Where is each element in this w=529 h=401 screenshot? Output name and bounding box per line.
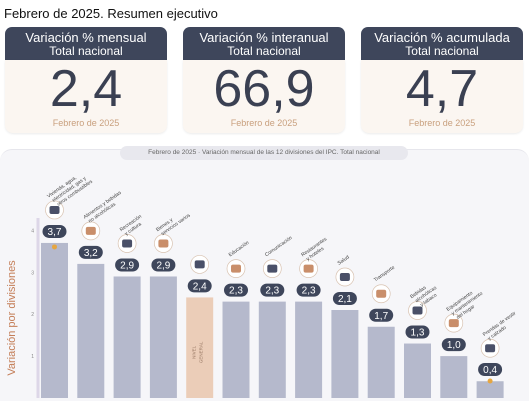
icon-glyph [158, 239, 169, 248]
bar [331, 310, 359, 398]
kpi-value: 4,7 [405, 60, 479, 118]
icon-glyph [194, 260, 205, 269]
bar [222, 301, 250, 398]
kpi-subtitle: Total nacional [227, 44, 301, 58]
bar [367, 326, 395, 398]
kpi-card-yearly: Variación % interanual Total nacional 66… [183, 27, 345, 133]
kpi-label: Variación % mensual [25, 30, 147, 45]
icon-glyph [339, 273, 350, 281]
icon-glyph [122, 239, 133, 248]
y-tick-label: 1 [31, 354, 34, 360]
bar [41, 242, 68, 398]
y-axis-title: Variación por divisiones [6, 260, 18, 376]
bar [440, 356, 468, 398]
value-badge [42, 224, 67, 238]
page-title: Febrero de 2025. Resumen ejecutivo [4, 6, 218, 21]
category-label: NIVEL [192, 345, 197, 359]
kpi-subtitle: Total nacional [49, 44, 123, 58]
value-badge [260, 283, 285, 297]
value-label: 2,1 [338, 294, 352, 305]
value-badge [478, 363, 503, 376]
kpi-value: 2,4 [49, 60, 123, 118]
value-badge [115, 258, 140, 272]
value-badge [151, 258, 176, 272]
bar [295, 301, 323, 398]
kpi-value: 66,9 [213, 60, 315, 118]
bar [77, 263, 105, 398]
y-tick-label: 4 [31, 228, 34, 234]
y-tick-label: 3 [31, 270, 34, 276]
category-label: Comunicación [264, 235, 294, 258]
value-label: 1,0 [447, 340, 461, 351]
icon-glyph [303, 264, 314, 273]
bar [149, 276, 177, 398]
kpi-date: Febrero de 2025 [230, 118, 298, 128]
value-badge [78, 245, 103, 259]
bar [476, 381, 504, 398]
value-label: 2,9 [156, 260, 170, 271]
value-label: 0,4 [483, 365, 497, 376]
icon-glyph [231, 264, 241, 273]
icon-glyph [85, 226, 96, 235]
kpi-date: Febrero de 2025 [408, 118, 476, 128]
kpi-card-header: Variación % acumulada Total nacional [361, 27, 523, 60]
kpi-card-monthly: Variación % mensual Total nacional 2,4 F… [5, 27, 167, 133]
value-badge [441, 338, 466, 352]
value-label: 3,2 [84, 248, 98, 259]
icon-glyph [267, 264, 278, 273]
icon-glyph [49, 205, 60, 214]
chart-title: Febrero de 2025 · Variación mensual de l… [120, 146, 408, 160]
value-label: 2,3 [265, 286, 279, 297]
value-label: 3,7 [48, 227, 62, 238]
value-label: 2,4 [193, 281, 207, 292]
value-label: 1,7 [374, 311, 388, 322]
icon-glyph [448, 319, 459, 328]
bar [186, 297, 214, 398]
icon-glyph [376, 289, 387, 298]
icon-glyph [412, 306, 423, 315]
category-label: Salud [337, 254, 351, 266]
kpi-card-cumulative: Variación % acumulada Total nacional 4,7… [361, 27, 523, 133]
kpi-label: Variación % acumulada [374, 30, 510, 45]
value-badge [187, 279, 212, 293]
kpi-card-header: Variación % interanual Total nacional [183, 27, 345, 60]
bar [258, 301, 286, 398]
value-badge [369, 308, 394, 322]
category-label: Transporte [373, 265, 396, 284]
bar [113, 276, 141, 398]
value-badge [224, 283, 248, 297]
category-label: GENERAL [199, 341, 204, 363]
value-marker [487, 378, 493, 384]
value-label: 2,9 [120, 260, 134, 271]
kpi-card-body: 2,4 Febrero de 2025 [5, 60, 167, 133]
value-label: 1,3 [411, 328, 425, 339]
value-badge [296, 283, 321, 297]
category-label: Educación [228, 240, 251, 258]
kpi-card-header: Variación % mensual Total nacional [5, 27, 167, 60]
value-label: 2,3 [302, 286, 316, 297]
kpi-label: Variación % interanual [199, 30, 329, 45]
y-tick-label: 2 [31, 312, 34, 318]
kpi-card-body: 66,9 Febrero de 2025 [183, 60, 345, 133]
value-label: 2,3 [229, 286, 243, 297]
value-badge [332, 292, 357, 305]
kpi-date: Febrero de 2025 [52, 118, 120, 128]
value-badge [405, 325, 430, 339]
kpi-subtitle: Total nacional [405, 44, 479, 58]
kpi-card-body: 4,7 Febrero de 2025 [361, 60, 523, 133]
value-marker [52, 244, 57, 250]
icon-glyph [485, 344, 496, 353]
bar [404, 343, 431, 398]
